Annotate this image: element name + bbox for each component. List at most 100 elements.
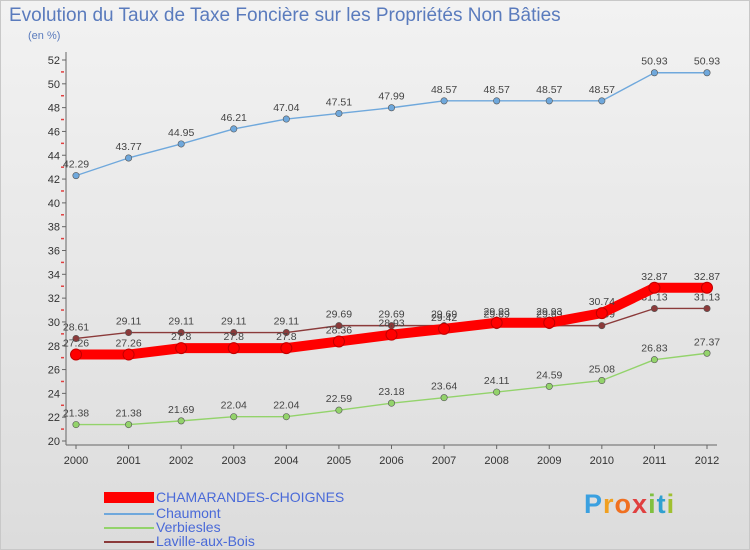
data-point (280, 342, 293, 355)
data-label: 50.93 (641, 56, 667, 68)
x-tick-label: 2004 (274, 455, 298, 467)
series-1: 42.29 43.77 44.95 46.21 47.04 47.51 47.99 48.57… (63, 56, 720, 180)
data-point (650, 69, 658, 77)
data-point (282, 115, 290, 123)
data-point (332, 335, 345, 348)
data-label: 31.13 (694, 291, 720, 303)
y-tick-label: 22 (48, 412, 60, 424)
data-point (490, 316, 503, 329)
data-point (703, 69, 711, 77)
data-label: 50.93 (694, 56, 720, 68)
data-point (543, 316, 556, 329)
data-point (335, 109, 343, 117)
data-label: 27.8 (171, 331, 192, 343)
data-label: 23.18 (378, 386, 404, 398)
data-label: 48.57 (431, 84, 457, 96)
data-label: 22.59 (326, 393, 352, 405)
data-label: 24.59 (536, 369, 562, 381)
data-label: 29.11 (221, 316, 247, 328)
data-point (595, 307, 608, 320)
legend-swatch-chamarandes (104, 492, 154, 503)
data-label: 29.93 (484, 306, 510, 318)
legend-label-laville: Laville-aux-Bois (156, 533, 255, 549)
y-tick-label: 32 (48, 293, 60, 305)
data-point (125, 154, 133, 162)
x-tick-label: 2008 (484, 455, 508, 467)
legend-swatch-chaumont (104, 513, 154, 515)
y-tick-label: 28 (48, 341, 60, 353)
y-tick-label: 52 (48, 55, 60, 67)
data-point (545, 97, 553, 105)
data-label: 23.64 (431, 381, 457, 393)
data-label: 48.57 (589, 84, 615, 96)
y-tick-label: 46 (48, 126, 60, 138)
data-label: 22.04 (273, 400, 299, 412)
data-label: 29.11 (116, 316, 142, 328)
data-point (177, 417, 185, 425)
data-label: 32.87 (694, 271, 720, 283)
data-point (438, 322, 451, 335)
logo-letter: t (656, 489, 667, 519)
x-tick-label: 2012 (695, 455, 719, 467)
data-point (440, 97, 448, 105)
data-label: 26.83 (641, 343, 667, 355)
data-point (493, 97, 501, 105)
data-label: 29.42 (431, 312, 457, 324)
data-point (230, 125, 238, 133)
axes: 20 22 24 26 28 30 32 34 36 38 40 42 44 46 48 50 52 2000 20… (48, 52, 719, 467)
data-label: 47.51 (326, 96, 352, 108)
x-tick-label: 2007 (432, 455, 456, 467)
data-label: 22.04 (221, 400, 247, 412)
data-label: 29.69 (484, 309, 510, 321)
data-label: 47.99 (378, 91, 404, 103)
y-tick-label: 40 (48, 198, 60, 210)
data-point (440, 394, 448, 402)
data-label: 27.37 (694, 336, 720, 348)
data-point (282, 413, 290, 421)
x-tick-label: 2000 (64, 455, 88, 467)
data-label: 42.29 (63, 159, 89, 171)
data-point (598, 322, 606, 330)
series-2: 21.38 21.38 21.69 22.04 22.04 22.59 23.18 23.64… (63, 336, 720, 429)
data-label: 24.11 (484, 375, 510, 387)
data-label: 29.11 (168, 316, 194, 328)
data-point (703, 304, 711, 312)
y-tick-label: 48 (48, 103, 60, 115)
data-label: 25.08 (589, 364, 615, 376)
data-label: 48.57 (536, 84, 562, 96)
legend-swatch-laville (104, 541, 154, 543)
data-point (72, 421, 80, 429)
logo-letter: r (603, 489, 615, 519)
data-label: 32.87 (641, 271, 667, 283)
data-label: 44.95 (168, 127, 194, 139)
legend-label-chaumont: Chaumont (156, 505, 221, 521)
data-point (227, 342, 240, 355)
y-tick-label: 30 (48, 317, 60, 329)
data-point (703, 349, 711, 357)
legend-swatch-verbiesles (104, 527, 154, 529)
data-label: 27.8 (224, 331, 245, 343)
data-label: 30.74 (589, 296, 615, 308)
logo-letter: x (632, 489, 649, 519)
data-point (387, 104, 395, 112)
data-label: 29.69 (378, 309, 404, 321)
y-tick-label: 34 (48, 269, 60, 281)
y-tick-label: 44 (48, 150, 60, 162)
data-label: 27.26 (63, 338, 89, 350)
data-label: 21.38 (115, 408, 141, 420)
data-label: 28.36 (326, 324, 352, 336)
data-point (335, 406, 343, 414)
data-label: 29.11 (274, 316, 300, 328)
data-label: 29.69 (431, 309, 457, 321)
data-label: 48.57 (484, 84, 510, 96)
data-point (598, 97, 606, 105)
series-layer: 42.29 43.77 44.95 46.21 47.04 47.51 47.99 48.57… (63, 56, 720, 429)
proxiti-logo: Proxiti (584, 489, 675, 520)
data-point (335, 322, 343, 330)
data-point (598, 377, 606, 385)
data-point (650, 356, 658, 364)
x-tick-label: 2011 (643, 455, 667, 467)
